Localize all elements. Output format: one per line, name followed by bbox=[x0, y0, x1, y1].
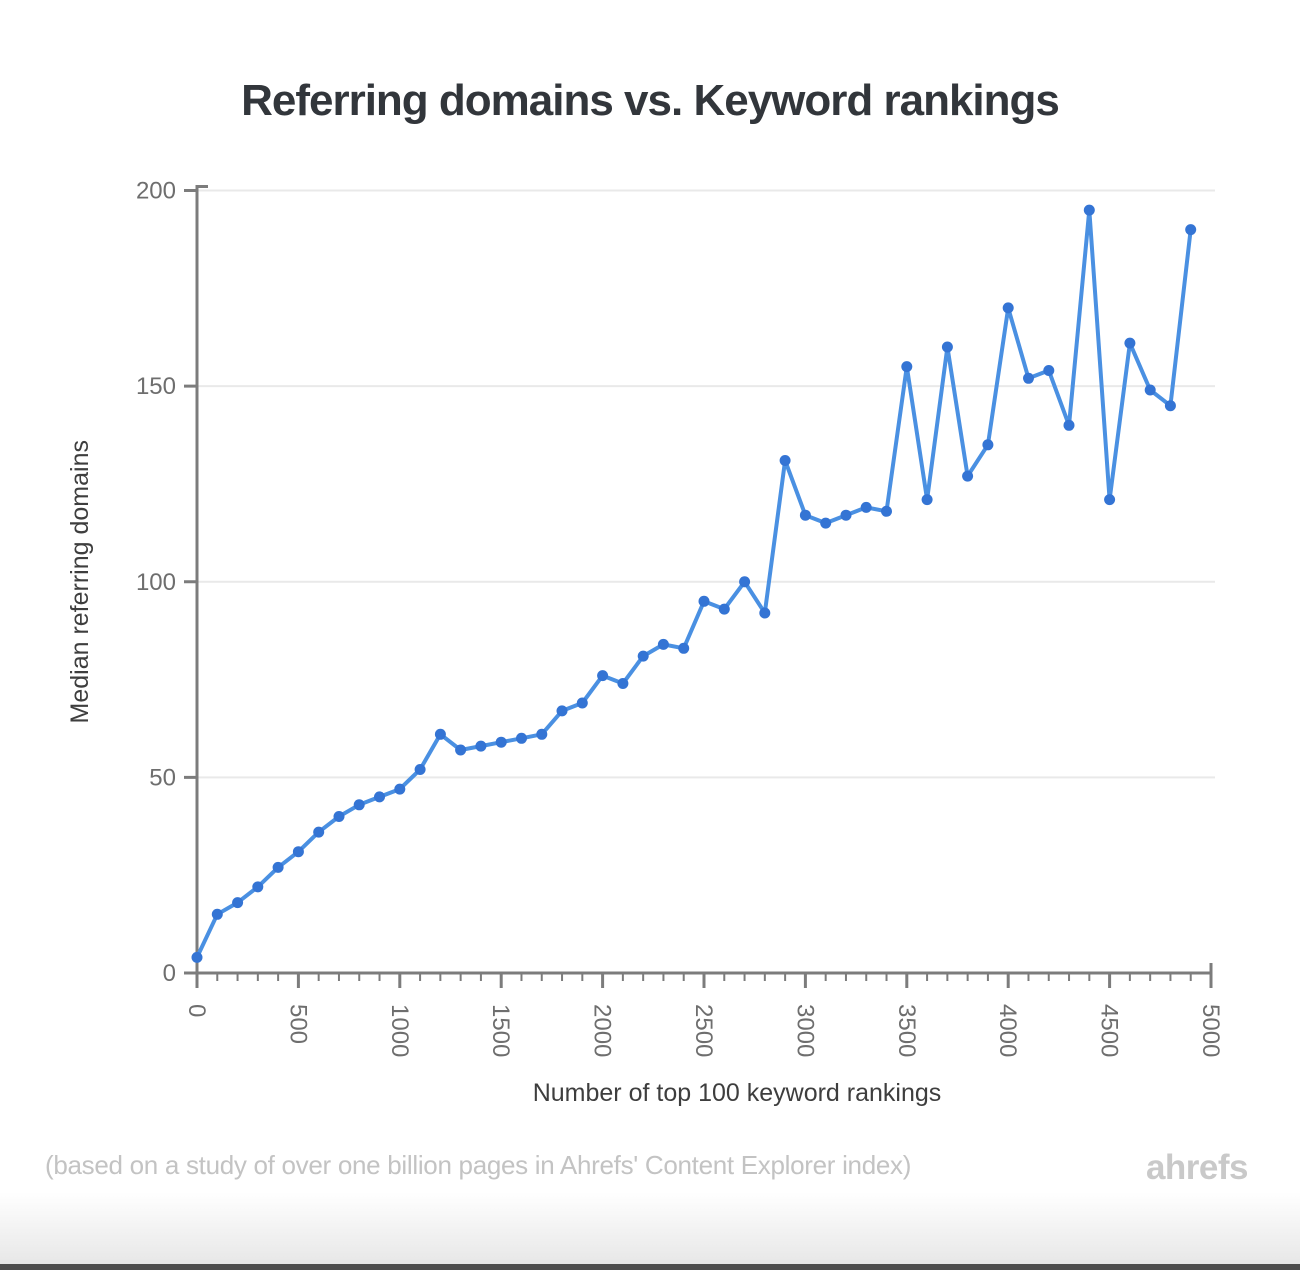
axis-titles: Number of top 100 keyword rankings Median… bbox=[66, 440, 941, 1107]
data-point bbox=[779, 455, 791, 466]
svg-text:200: 200 bbox=[136, 178, 176, 205]
svg-text:4500: 4500 bbox=[1096, 1004, 1123, 1057]
svg-text:1500: 1500 bbox=[487, 1004, 514, 1057]
data-point bbox=[840, 509, 852, 521]
data-point bbox=[718, 603, 730, 615]
data-point bbox=[1144, 384, 1156, 396]
y-axis-title: Median referring domains bbox=[66, 440, 94, 723]
data-point bbox=[941, 341, 953, 353]
data-point bbox=[1083, 204, 1095, 216]
data-point bbox=[556, 705, 568, 717]
axes bbox=[184, 185, 1213, 988]
data-points bbox=[191, 204, 1197, 963]
svg-text:150: 150 bbox=[136, 373, 176, 400]
data-point bbox=[678, 642, 690, 654]
data-point bbox=[962, 470, 974, 482]
bottom-fade bbox=[0, 1192, 1300, 1264]
data-point bbox=[252, 881, 264, 893]
data-point bbox=[475, 740, 487, 752]
data-point bbox=[1124, 337, 1136, 349]
data-point bbox=[536, 728, 548, 740]
svg-text:3500: 3500 bbox=[893, 1004, 920, 1057]
data-point bbox=[1002, 302, 1014, 314]
data-point bbox=[982, 439, 994, 451]
svg-text:5000: 5000 bbox=[1197, 1004, 1224, 1057]
data-point bbox=[820, 517, 832, 529]
svg-text:2000: 2000 bbox=[589, 1004, 616, 1057]
data-point bbox=[1185, 224, 1197, 236]
data-point bbox=[353, 799, 365, 811]
data-point bbox=[597, 670, 609, 682]
data-point bbox=[698, 595, 710, 607]
data-point bbox=[374, 791, 385, 803]
data-point bbox=[191, 951, 203, 963]
svg-text:0: 0 bbox=[163, 960, 176, 987]
data-point bbox=[860, 501, 872, 513]
data-point bbox=[434, 728, 446, 740]
data-point bbox=[1043, 365, 1055, 376]
data-point bbox=[495, 736, 507, 748]
data-point bbox=[1023, 372, 1034, 384]
data-point bbox=[921, 494, 933, 506]
svg-text:50: 50 bbox=[149, 764, 176, 791]
svg-text:1000: 1000 bbox=[386, 1004, 413, 1057]
data-point bbox=[1063, 419, 1075, 431]
data-point bbox=[232, 897, 244, 909]
data-point bbox=[333, 811, 345, 822]
svg-text:3000: 3000 bbox=[791, 1004, 818, 1057]
data-point bbox=[292, 846, 304, 858]
data-point bbox=[799, 509, 811, 521]
ahrefs-logo: ahrefs bbox=[1145, 1148, 1249, 1187]
data-point bbox=[657, 638, 669, 650]
data-point bbox=[637, 650, 649, 662]
data-point bbox=[211, 908, 223, 920]
svg-text:100: 100 bbox=[136, 569, 176, 596]
svg-text:4000: 4000 bbox=[994, 1004, 1021, 1057]
data-point bbox=[414, 764, 426, 775]
data-point bbox=[901, 361, 913, 373]
data-point bbox=[1164, 400, 1176, 412]
data-point bbox=[455, 744, 467, 756]
data-point bbox=[394, 783, 406, 795]
svg-text:2500: 2500 bbox=[690, 1004, 717, 1057]
svg-text:0: 0 bbox=[183, 1004, 210, 1017]
bottom-bar bbox=[0, 1264, 1300, 1270]
data-point bbox=[272, 861, 284, 873]
data-point bbox=[576, 697, 588, 709]
chart-title: Referring domains vs. Keyword rankings bbox=[241, 76, 1060, 125]
data-line bbox=[195, 208, 1193, 960]
data-point bbox=[759, 607, 771, 619]
data-point bbox=[617, 678, 629, 689]
data-point bbox=[313, 826, 325, 838]
x-axis-title: Number of top 100 keyword rankings bbox=[533, 1079, 942, 1107]
data-point bbox=[881, 505, 892, 517]
data-point bbox=[739, 576, 751, 588]
gridlines bbox=[197, 189, 1215, 779]
source-note: (based on a study of over one billion pa… bbox=[45, 1150, 912, 1180]
data-point bbox=[1104, 494, 1116, 506]
svg-text:500: 500 bbox=[284, 1004, 311, 1044]
data-point bbox=[516, 732, 527, 744]
